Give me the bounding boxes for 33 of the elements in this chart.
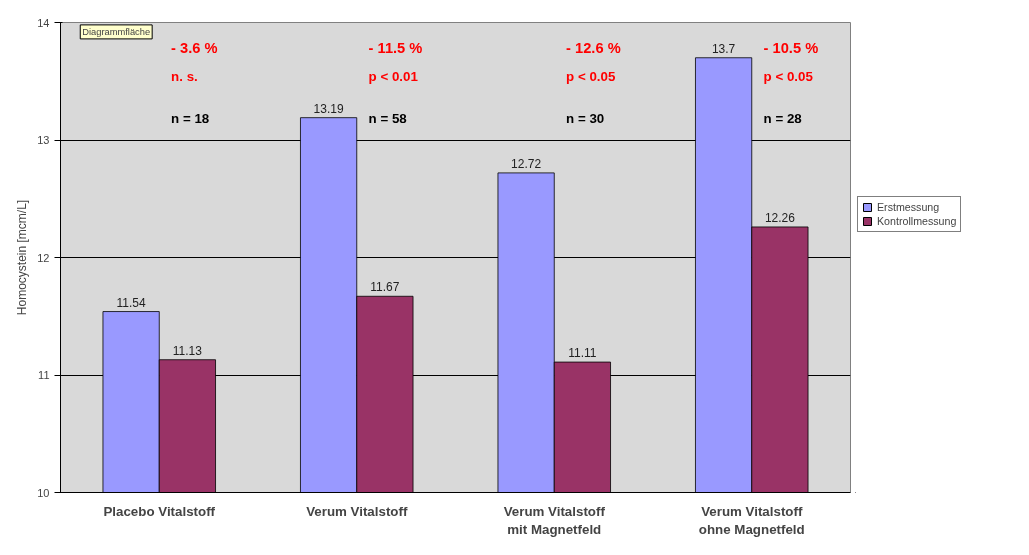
x-tick-label: Verum Vitalstoff (306, 503, 408, 519)
data-label: 12.72 (511, 156, 542, 171)
data-label: 11.67 (370, 280, 400, 295)
annotation: p < 0.05 (566, 69, 616, 85)
x-tick-label: Verum Vitalstoff ohne Magnetfeld (698, 503, 805, 537)
y-tick-label: 12 (37, 251, 50, 264)
legend-label: Erstmessung (877, 201, 940, 213)
data-label: 11.13 (172, 343, 203, 358)
annotation: - 3.6 % (171, 40, 218, 57)
annotation: n. s. (171, 69, 198, 85)
annotation: n = 28 (763, 111, 802, 127)
y-axis-title: Homocystein [mcm/L] (15, 199, 30, 316)
data-label: 11.54 (116, 295, 146, 310)
data-label: 13.19 (313, 101, 344, 116)
data-label: 11.11 (568, 346, 597, 361)
x-tick-label: Verum Vitalstoff mit Magnetfeld (503, 503, 606, 537)
y-tick-label: 11 (38, 369, 50, 381)
y-tick-label: 10 (37, 486, 50, 499)
legend-label: Kontrollmessung (877, 215, 957, 227)
annotation: Diagrammfläche (82, 26, 151, 37)
annotation: p < 0.01 (368, 69, 419, 85)
annotation: - 10.5 % (763, 40, 819, 57)
y-tick-label: 14 (37, 16, 50, 29)
y-tick-label: 13 (37, 134, 50, 146)
data-label: 12.26 (764, 210, 796, 225)
annotation: - 12.6 % (566, 40, 621, 57)
data-label: 13.7 (711, 41, 736, 56)
annotation: - 11.5 % (368, 40, 423, 57)
annotation: n = 18 (171, 111, 210, 127)
annotation: n = 30 (566, 111, 605, 127)
x-tick-label: Placebo Vitalstoff (103, 503, 216, 519)
annotation: n = 58 (368, 111, 407, 127)
annotation: p < 0.05 (763, 69, 814, 85)
